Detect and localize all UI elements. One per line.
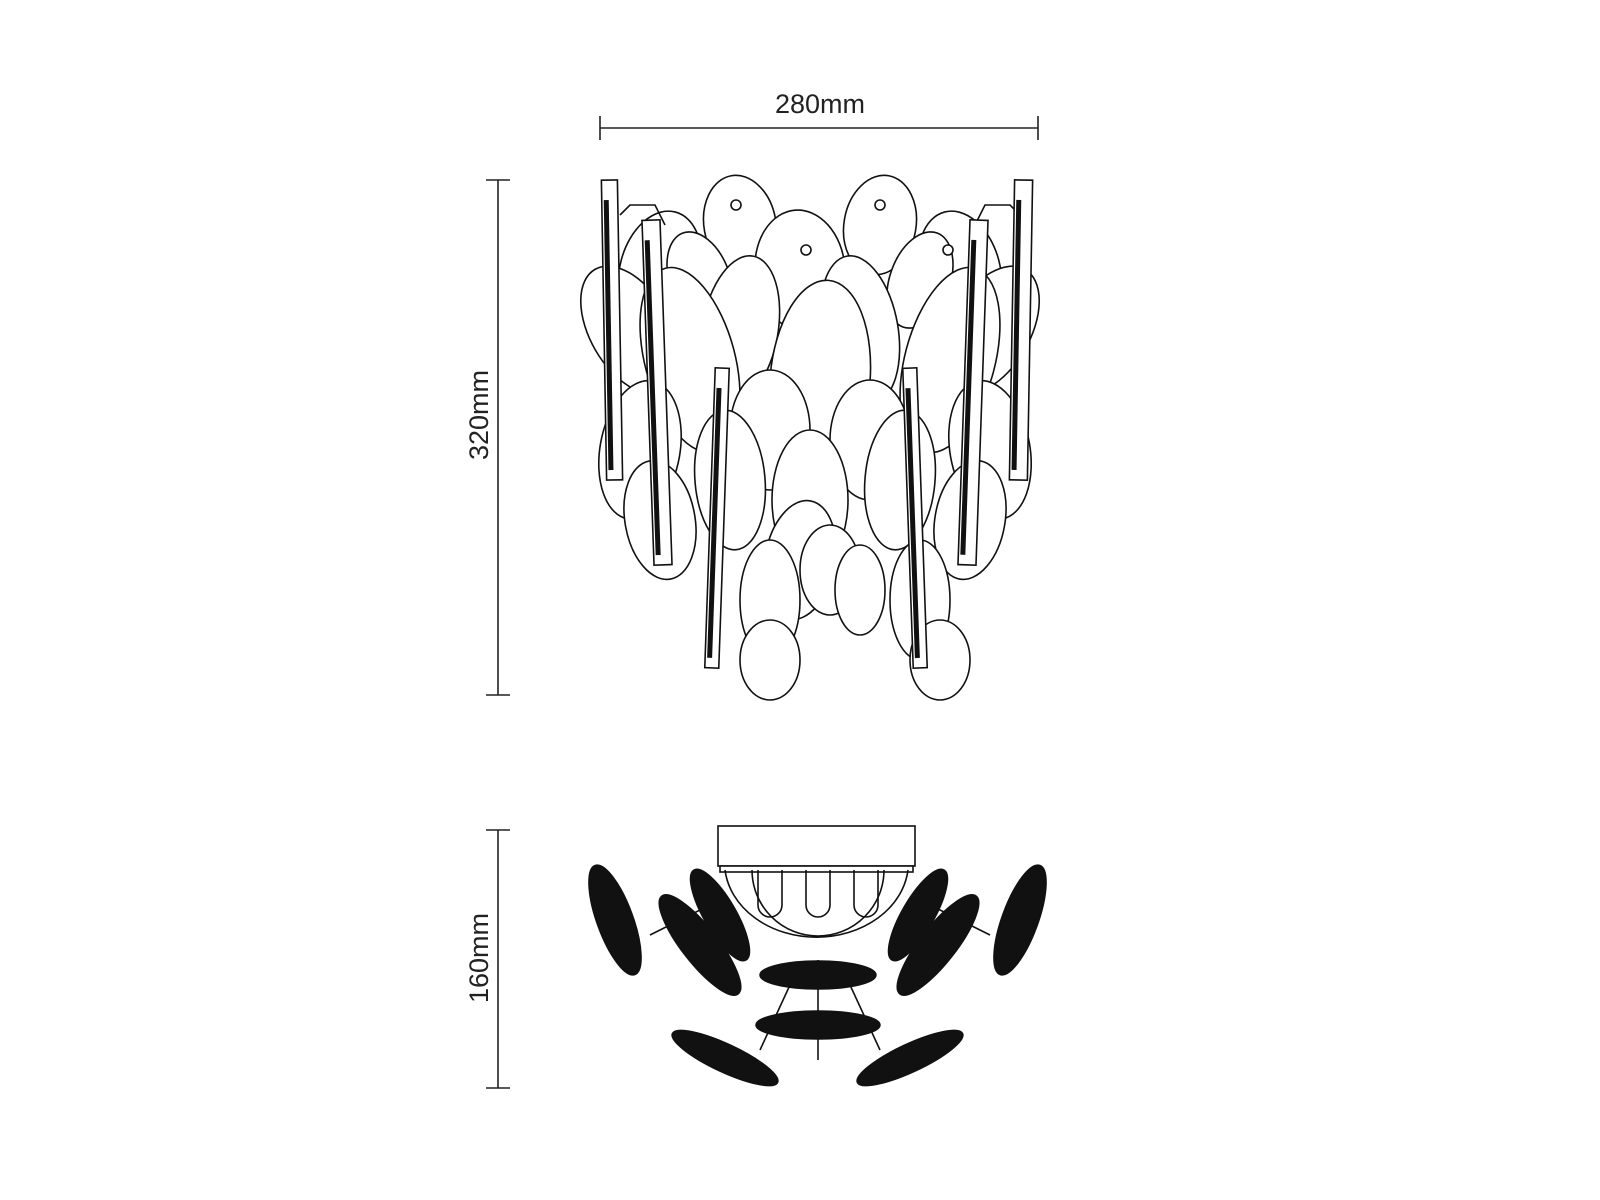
crystal-bar-edge: [644, 240, 661, 556]
hook-ring: [800, 244, 812, 256]
crystal-bar: [1008, 179, 1034, 481]
wall-plate: [717, 825, 916, 867]
crystal-disc: [689, 868, 751, 962]
crystal-bar-edge: [603, 200, 614, 471]
frame-loop: [853, 870, 879, 918]
frame-rail: [719, 865, 914, 873]
frame-loop: [757, 870, 783, 918]
depth-label: 160mm: [464, 913, 494, 1003]
crystal-bar: [901, 367, 929, 669]
crystal-disc: [896, 894, 980, 996]
crystal-bar: [957, 218, 989, 567]
crystal-leaf: [834, 544, 886, 636]
frame-loop: [805, 870, 831, 918]
hook-ring: [874, 199, 886, 211]
crystal-bar-edge: [1011, 199, 1022, 470]
hook-ring: [730, 199, 742, 211]
crystal-bar-edge: [905, 388, 920, 659]
crystal-disc: [671, 1029, 779, 1087]
height-dimension: 320mm: [464, 179, 510, 696]
crystal-bar-edge: [960, 239, 977, 555]
front-elevation-view: [579, 174, 1041, 701]
crystal-disc: [856, 1029, 964, 1087]
crystal-disc: [993, 864, 1047, 976]
crystal-leaf: [739, 619, 801, 701]
crystal-bar: [703, 367, 731, 669]
depth-dimension: 160mm: [464, 829, 510, 1089]
width-dimension: 280mm: [599, 89, 1039, 140]
crystal-disc: [759, 960, 877, 990]
crystal-bar-edge: [707, 387, 722, 658]
crystal-disc: [887, 868, 949, 962]
width-label: 280mm: [775, 89, 865, 119]
frame-arc: [751, 869, 885, 937]
arm: [619, 204, 666, 226]
top-plan-view: [588, 825, 1047, 1087]
crystal-disc: [755, 1010, 881, 1040]
hook-ring: [942, 244, 954, 256]
frame-arc: [724, 869, 909, 938]
crystal-bar: [641, 218, 673, 567]
crystal-disc: [588, 864, 642, 976]
crystal-bar: [600, 179, 624, 481]
height-label: 320mm: [464, 370, 494, 460]
